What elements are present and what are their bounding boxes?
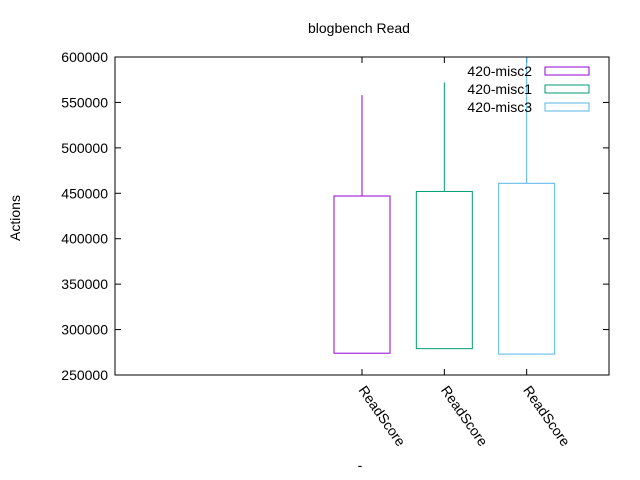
legend-swatch xyxy=(544,84,590,94)
legend-label: 420-misc1 xyxy=(467,81,532,97)
y-tick-label: 250000 xyxy=(61,367,108,383)
x-axis-label: - xyxy=(358,457,363,473)
candlesticks xyxy=(333,57,556,355)
candlestick-box xyxy=(498,182,556,355)
y-tick-label: 450000 xyxy=(61,185,108,201)
candlestick-box xyxy=(415,190,473,350)
y-tick-label: 550000 xyxy=(61,94,108,110)
y-axis-ticks: 250000 300000 350000 400000 450000 500000 5500… xyxy=(61,49,609,383)
y-tick-label: 350000 xyxy=(61,276,108,292)
legend-swatch xyxy=(544,66,590,76)
candlestick-box xyxy=(333,195,391,354)
plot-frame xyxy=(114,56,610,376)
y-tick-label: 300000 xyxy=(61,322,108,338)
chart-title: blogbench Read xyxy=(308,20,410,36)
y-tick-label: 500000 xyxy=(61,140,108,156)
y-axis-label: Actions xyxy=(7,195,23,241)
legend-label: 420-misc3 xyxy=(467,99,532,115)
legend-label: 420-misc2 xyxy=(467,63,532,79)
legend: 420-misc2 420-misc1 420-misc3 xyxy=(467,63,590,115)
legend-swatch xyxy=(544,102,590,112)
y-tick-label: 600000 xyxy=(61,49,108,65)
y-tick-label: 400000 xyxy=(61,231,108,247)
